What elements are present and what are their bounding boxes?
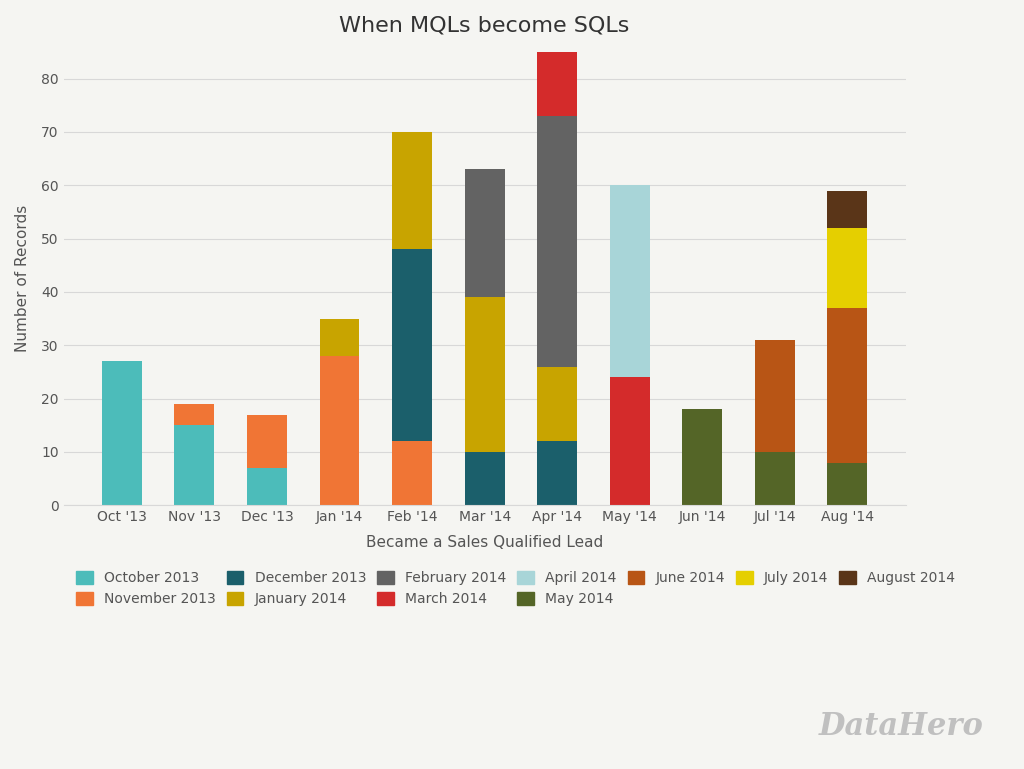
Bar xyxy=(101,361,141,505)
Title: When MQLs become SQLs: When MQLs become SQLs xyxy=(339,15,630,35)
Bar xyxy=(392,131,432,249)
Bar xyxy=(392,249,432,441)
X-axis label: Became a Sales Qualified Lead: Became a Sales Qualified Lead xyxy=(366,535,603,551)
Bar xyxy=(319,318,359,356)
Bar xyxy=(682,409,722,505)
Bar xyxy=(538,116,578,367)
Y-axis label: Number of Records: Number of Records xyxy=(15,205,30,352)
Bar xyxy=(827,308,867,463)
Bar xyxy=(392,441,432,505)
Bar xyxy=(755,340,795,452)
Bar xyxy=(827,191,867,228)
Bar xyxy=(174,425,214,505)
Bar xyxy=(827,463,867,505)
Bar xyxy=(247,414,287,468)
Bar xyxy=(247,468,287,505)
Bar xyxy=(538,441,578,505)
Bar xyxy=(174,404,214,425)
Bar xyxy=(465,452,505,505)
Bar xyxy=(538,367,578,441)
Bar xyxy=(465,297,505,452)
Bar xyxy=(610,185,649,378)
Bar xyxy=(319,356,359,505)
Text: DataHero: DataHero xyxy=(818,711,984,742)
Bar xyxy=(610,378,649,505)
Legend: October 2013, November 2013, December 2013, January 2014, February 2014, March 2: October 2013, November 2013, December 20… xyxy=(71,566,961,611)
Bar xyxy=(827,228,867,308)
Bar xyxy=(538,36,578,116)
Bar xyxy=(465,169,505,297)
Bar xyxy=(755,452,795,505)
